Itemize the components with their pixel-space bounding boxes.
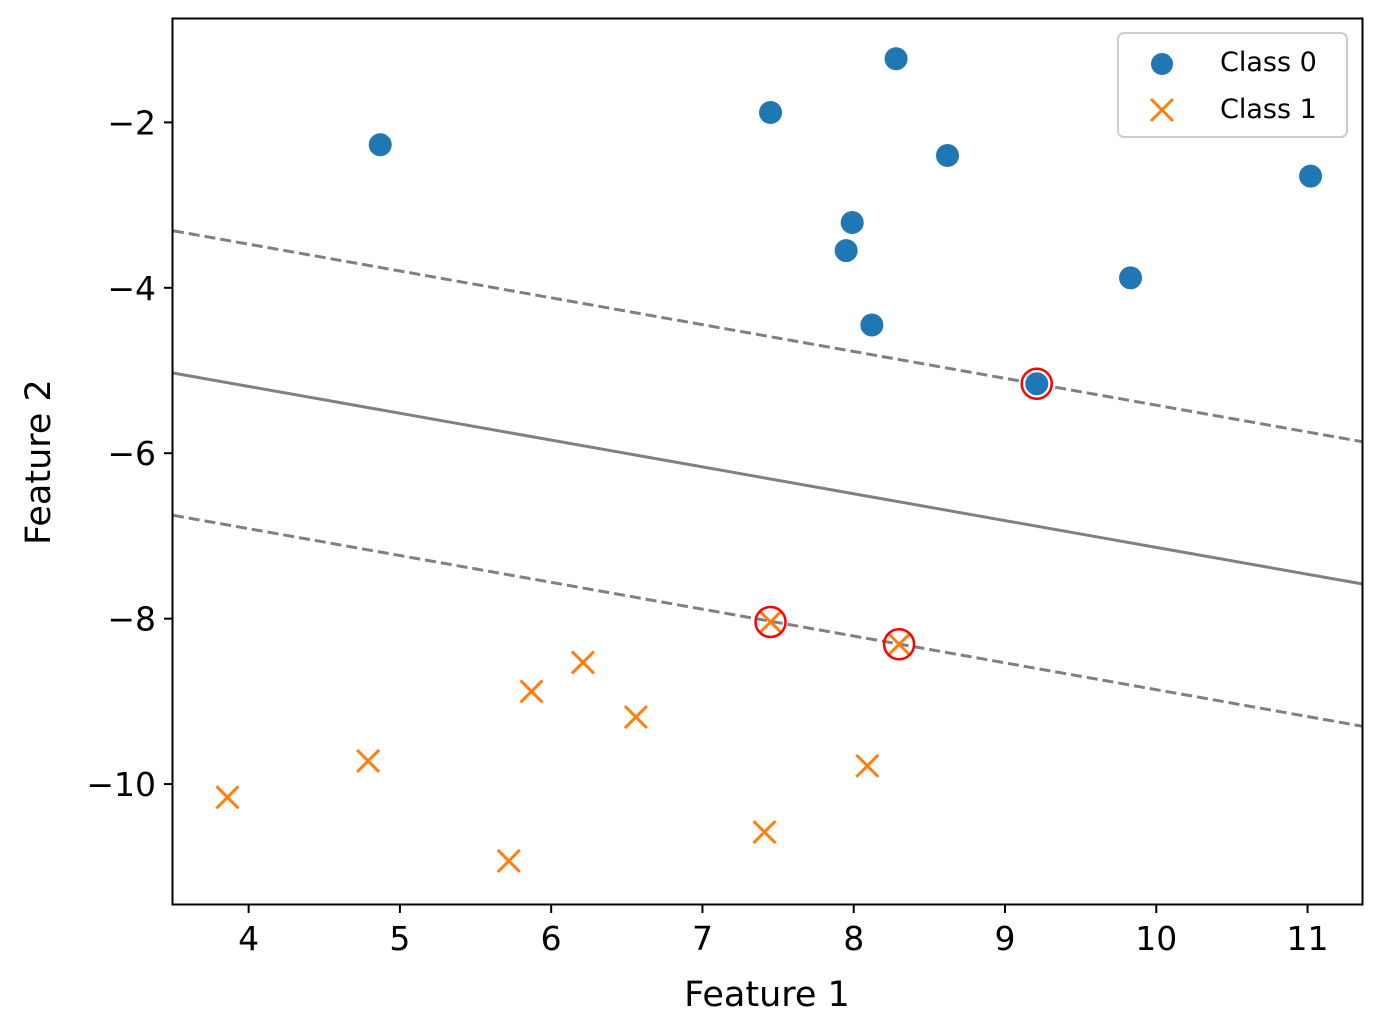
class-1-point-stroke (519, 679, 544, 704)
class-1-point-stroke (356, 748, 381, 773)
class-1-point-stroke (752, 819, 777, 845)
plot-frame (171, 17, 1364, 906)
legend: Class 0 Class 1 (1117, 32, 1348, 138)
class-1-point (758, 609, 783, 635)
legend-marker-class-0 (1149, 51, 1175, 77)
class-0-point (1297, 162, 1325, 190)
class-1-point (570, 650, 596, 675)
class-0-point (882, 45, 910, 73)
class-1-point (887, 632, 912, 657)
class-1-point (623, 705, 648, 730)
class-1-point (752, 819, 777, 845)
upper-margin-line (172, 229, 1363, 444)
class-1-point-stroke (855, 753, 880, 778)
class-1-point-stroke (887, 632, 912, 657)
x-tick-label: 4 (238, 919, 259, 958)
class-1-point-stroke (623, 705, 648, 730)
y-tick-label: −10 (86, 765, 156, 804)
class-1-point (855, 753, 880, 778)
y-tick-label: −8 (107, 600, 156, 639)
x-tick-label: 11 (1287, 919, 1329, 958)
class-0-point (366, 131, 394, 159)
class-0-point (1023, 370, 1051, 398)
class-1-point-stroke (496, 848, 521, 874)
class-0-point (757, 98, 785, 126)
class-0-point (934, 141, 962, 169)
y-tick-label: −6 (107, 434, 156, 473)
legend-label-class-1: Class 1 (1220, 94, 1317, 125)
class-1-point (215, 785, 240, 810)
x-tick-label: 10 (1135, 919, 1177, 958)
x-tick-label: 6 (541, 919, 562, 958)
y-tick-label: −4 (107, 269, 156, 308)
decision-boundary-line (172, 371, 1363, 586)
support-vector-ring (754, 605, 787, 639)
plot-area (172, 45, 1363, 874)
x-axis: 4 5 6 7 8 9 10 11 (238, 904, 1329, 958)
class-0-point (1117, 264, 1145, 292)
lower-margin-line (172, 513, 1363, 728)
x-tick-label: 9 (994, 919, 1015, 958)
class-1-point-stroke (758, 609, 783, 635)
legend-marker-class-1 (1149, 97, 1175, 123)
x-tick-label: 8 (843, 919, 864, 958)
x-tick-label: 5 (389, 919, 410, 958)
class-0-point (832, 237, 860, 265)
class-1-point-stroke (570, 650, 596, 675)
legend-label-class-0: Class 0 (1220, 47, 1317, 78)
support-vector-ring (882, 628, 916, 661)
class-0-point (858, 311, 886, 339)
support-vector-ring (1020, 367, 1054, 401)
legend-box (1117, 32, 1348, 138)
y-axis-label: Feature 2 (19, 379, 59, 545)
y-axis: −10 −8 −6 −4 −2 (86, 103, 173, 804)
class-1-point-stroke (215, 785, 240, 810)
class-0-point (838, 208, 866, 236)
x-tick-label: 7 (692, 919, 713, 958)
x-axis-label: Feature 1 (684, 975, 850, 1015)
y-tick-label: −2 (107, 103, 156, 142)
class-1-point (356, 748, 381, 773)
class-1-point (496, 848, 521, 874)
class-1-point (519, 679, 544, 704)
